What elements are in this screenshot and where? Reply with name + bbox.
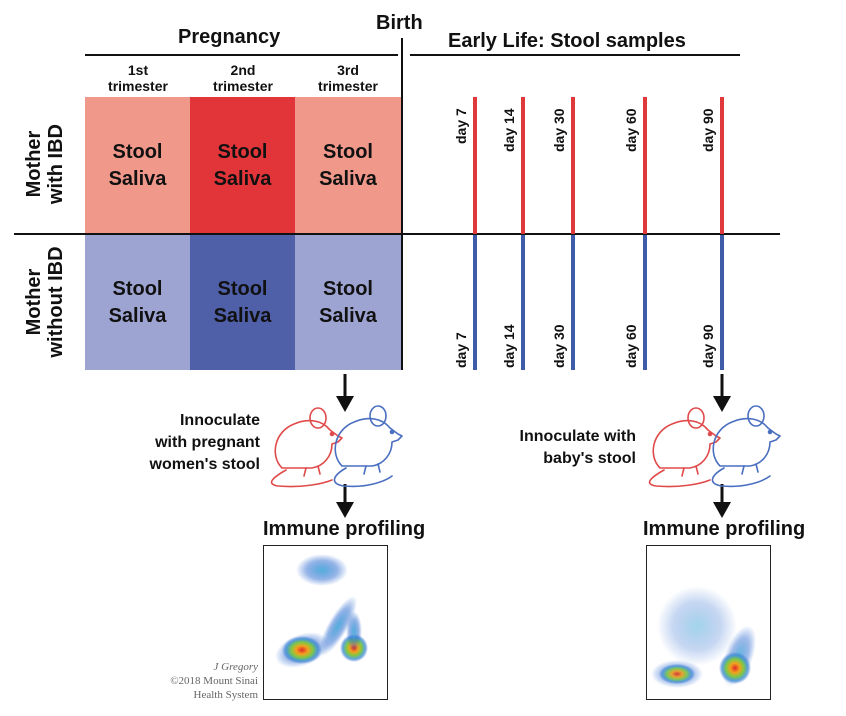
right-caption-line2: baby's stool: [543, 450, 636, 467]
left-caption-line3: women's stool: [149, 456, 260, 473]
mouse-icon: [648, 407, 721, 488]
row-label-ibd-line1: Mother: [23, 130, 45, 198]
day-label-nonibd-90: day 90: [700, 324, 716, 368]
cell-saliva-label: Saliva: [213, 167, 272, 190]
trimester-3-number: 3rd: [337, 62, 359, 78]
cell-stool-label: Stool: [217, 277, 268, 300]
row-separator: [14, 233, 780, 235]
mouse-pair-left: [270, 405, 403, 488]
down-arrow-icon: [713, 374, 731, 412]
timeline-ibd-day-14: [521, 97, 525, 234]
timeline-nonibd-day-90: [720, 235, 724, 370]
cell-stool-label: Stool: [323, 277, 373, 300]
left-immune-profiling-title: Immune profiling: [263, 518, 426, 540]
cell-ibd-trimester-3: Stool Saliva: [295, 97, 401, 234]
trimester-1-label: 1st trimester: [85, 62, 191, 94]
down-arrow-icon: [336, 484, 354, 518]
trimester-1-number: 1st: [127, 62, 149, 78]
row-label-nonibd-line2: without IBD: [45, 246, 67, 358]
trimester-3-word: trimester: [318, 78, 378, 94]
cell-saliva-label: Saliva: [108, 304, 167, 327]
cell-saliva-label: Saliva: [213, 304, 272, 327]
cell-saliva-label: Saliva: [319, 304, 377, 327]
day-label-ibd-14: day 14: [501, 108, 517, 152]
birth-header: Birth: [376, 12, 423, 34]
day-label-nonibd-60: day 60: [623, 324, 639, 368]
left-caption-line2: with pregnant: [155, 434, 260, 451]
credit-organization: Health System: [193, 689, 258, 701]
cell-nonibd-trimester-3: Stool Saliva: [295, 235, 401, 370]
cell-nonibd-trimester-2: Stool Saliva: [190, 235, 295, 370]
day-label-ibd-60: day 60: [623, 108, 639, 152]
trimester-3-label: 3rd trimester: [295, 62, 401, 94]
left-inoculation-caption: Innoculate with pregnant women's stool: [120, 410, 260, 476]
row-label-mother-with-ibd: Mother with IBD: [23, 104, 67, 224]
trimester-2-label: 2nd trimester: [190, 62, 296, 94]
birth-divider: [401, 38, 403, 370]
timeline-nonibd-day-7: [473, 235, 477, 370]
mouse-icon: [333, 405, 403, 488]
credit-author: J Gregory: [213, 661, 259, 673]
trimester-1-word: trimester: [108, 78, 168, 94]
timeline-ibd-day-7: [473, 97, 477, 234]
down-arrow-icon: [713, 484, 731, 518]
pregnancy-header: Pregnancy: [178, 26, 281, 48]
timeline-ibd-day-90: [720, 97, 724, 234]
mouse-icon: [711, 405, 781, 488]
pregnancy-underline: [85, 54, 398, 56]
credit-copyright: ©2018 Mount Sinai: [170, 675, 258, 687]
day-label-nonibd-30: day 30: [551, 324, 567, 368]
timeline-ibd-day-30: [571, 97, 575, 234]
cell-stool-label: Stool: [217, 140, 268, 163]
cell-stool-label: Stool: [112, 277, 163, 300]
cell-saliva-label: Saliva: [108, 167, 167, 190]
day-label-ibd-30: day 30: [551, 108, 567, 152]
day-label-ibd-7: day 7: [453, 108, 469, 144]
right-flow-cytometry-plot: [646, 545, 771, 700]
cell-stool-label: Stool: [112, 140, 163, 163]
timeline-ibd-day-60: [643, 97, 647, 234]
mouse-icon: [270, 407, 343, 488]
timeline-nonibd-day-14: [521, 235, 525, 370]
left-flow-cytometry-plot: [263, 545, 388, 700]
day-label-nonibd-7: day 7: [453, 332, 469, 368]
day-label-nonibd-14: day 14: [501, 324, 517, 368]
cell-ibd-trimester-2: Stool Saliva: [190, 97, 295, 234]
row-label-nonibd-line1: Mother: [23, 268, 45, 336]
cell-nonibd-trimester-1: Stool Saliva: [85, 235, 190, 370]
trimester-2-word: trimester: [213, 78, 273, 94]
timeline-nonibd-day-60: [643, 235, 647, 370]
mouse-pair-right: [648, 405, 781, 488]
right-caption-line1: Innoculate with: [519, 428, 636, 445]
cell-saliva-label: Saliva: [319, 167, 377, 190]
early-life-underline: [410, 54, 740, 56]
day-label-ibd-90: day 90: [700, 108, 716, 152]
credit: J Gregory ©2018 Mount Sinai Health Syste…: [140, 660, 258, 702]
left-caption-line1: Innoculate: [179, 412, 260, 429]
down-arrow-icon: [336, 374, 354, 412]
row-label-ibd-line2: with IBD: [45, 124, 67, 204]
trimester-2-number: 2nd: [230, 62, 256, 78]
right-inoculation-caption: Innoculate with baby's stool: [470, 426, 636, 470]
cell-stool-label: Stool: [323, 140, 373, 163]
cell-ibd-trimester-1: Stool Saliva: [85, 97, 190, 234]
timeline-nonibd-day-30: [571, 235, 575, 370]
early-life-header: Early Life: Stool samples: [448, 30, 686, 52]
right-immune-profiling-title: Immune profiling: [643, 518, 806, 540]
row-label-mother-without-ibd: Mother without IBD: [23, 230, 67, 374]
